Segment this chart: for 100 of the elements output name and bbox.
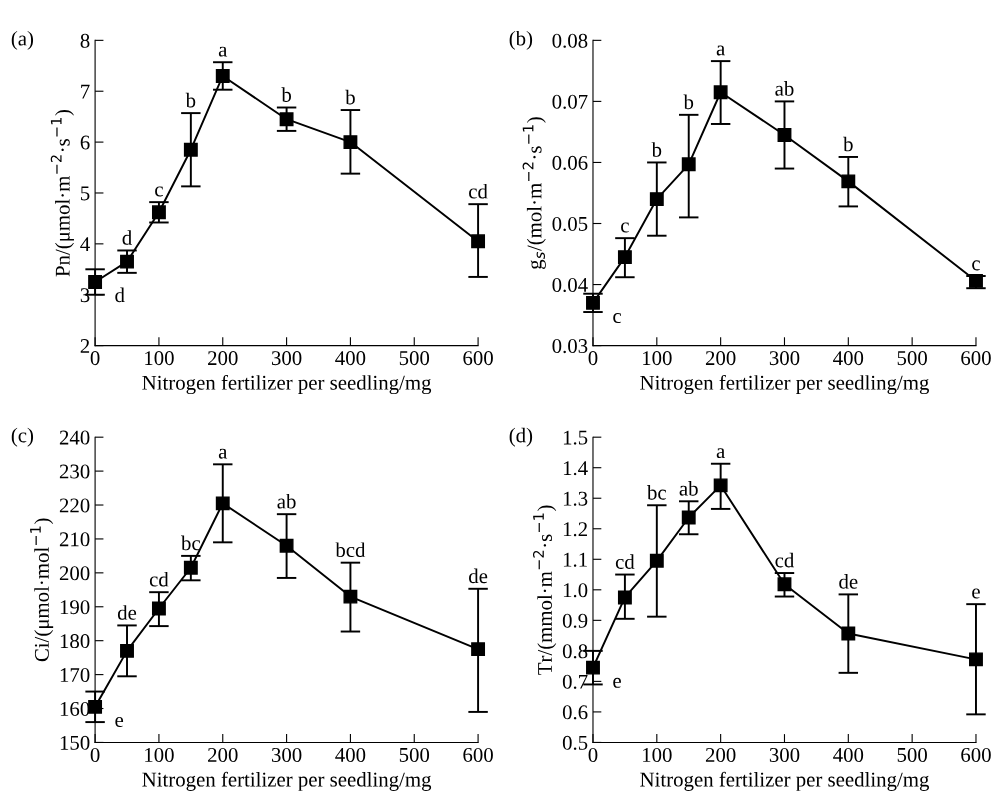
x-tick-label: 600 <box>463 351 493 366</box>
point <box>713 478 728 493</box>
point <box>343 589 358 604</box>
x-tick-label: 200 <box>705 747 736 762</box>
point <box>183 560 198 575</box>
point <box>120 254 134 269</box>
x-tick-label: 600 <box>961 747 991 762</box>
point <box>649 192 664 207</box>
x-tick-label: 500 <box>399 351 430 366</box>
annotation: ab <box>775 81 794 96</box>
x-tick-label: 200 <box>208 351 238 366</box>
point <box>279 112 294 127</box>
annotation: b <box>185 92 196 108</box>
point <box>681 157 696 172</box>
x-tick-label: 600 <box>961 351 991 366</box>
point <box>841 174 856 189</box>
y-tick-label: 150 <box>60 735 90 750</box>
annotation: cd <box>775 552 795 568</box>
x-tick-label: 0 <box>90 747 100 762</box>
y-tick-label: 200 <box>59 566 90 581</box>
x-tick-label: 400 <box>335 747 366 762</box>
annotation: d <box>115 287 125 303</box>
y-tick-label: 180 <box>60 634 90 649</box>
x-tick-label: 100 <box>643 351 672 366</box>
x-tick-label: 300 <box>769 351 800 366</box>
annotation: a <box>716 448 725 459</box>
x-axis-title: Nitrogen fertilizer per seedling/mg <box>142 771 432 791</box>
y-axis-title: Tr/(mmol·m$^{−2}$·s$^{−1}$) <box>532 505 557 675</box>
y-tick-label: 170 <box>60 667 90 683</box>
annotation: de <box>469 568 488 584</box>
point <box>215 69 230 83</box>
y-tick-label: 0.03 <box>552 338 588 354</box>
x-axis-title: Nitrogen fertilizer per seedling/mg <box>640 771 929 791</box>
y-tick-label: 220 <box>59 498 90 513</box>
y-tick-label: 5 <box>81 186 90 201</box>
point <box>471 234 486 249</box>
y-tick-label: 210 <box>59 532 90 547</box>
x-axis-title: Nitrogen fertilizer per seedling/mg <box>142 374 432 395</box>
point <box>777 128 792 142</box>
y-tick-label: 0.5 <box>562 735 588 750</box>
point <box>279 538 294 553</box>
annotation: e <box>115 717 124 728</box>
point <box>777 577 792 592</box>
point <box>841 626 856 641</box>
annotation: a <box>716 45 725 56</box>
annotation: bc <box>181 535 201 551</box>
x-tick-label: 400 <box>833 747 864 762</box>
y-tick-label: 0.04 <box>552 277 588 293</box>
annotation: bcd <box>335 542 366 558</box>
point <box>151 601 166 616</box>
annotation: e <box>972 588 980 599</box>
annotation: a <box>218 448 228 459</box>
y-tick-label: 0.05 <box>552 216 588 232</box>
point <box>183 142 198 157</box>
x-tick-label: 600 <box>463 747 493 762</box>
x-tick-label: 0 <box>90 351 100 366</box>
y-tick-label: 1.0 <box>563 583 588 598</box>
y-tick-label: 2 <box>80 339 90 353</box>
y-axis-title: Pn/(μmol·m$^{−2}$·s$^{−1}$) <box>50 109 74 277</box>
y-tick-label: 4 <box>80 237 90 252</box>
point <box>681 510 696 525</box>
chart-title: (b) <box>509 30 533 50</box>
x-tick-label: 500 <box>897 351 927 366</box>
point <box>471 642 486 657</box>
annotation: c <box>972 260 980 271</box>
x-tick-label: 100 <box>145 747 174 762</box>
y-tick-label: 6 <box>80 135 90 150</box>
annotation: de <box>839 574 858 589</box>
x-tick-label: 300 <box>271 747 302 762</box>
point <box>969 273 983 288</box>
y-tick-label: 230 <box>59 464 90 479</box>
y-tick-label: 190 <box>60 600 90 615</box>
point <box>649 553 664 568</box>
point <box>586 660 600 675</box>
x-tick-label: 200 <box>705 351 736 366</box>
y-tick-label: 0.08 <box>552 33 588 48</box>
y-tick-label: 1.4 <box>563 461 588 476</box>
annotation: c <box>155 186 163 197</box>
annotation: ab <box>679 481 698 496</box>
x-tick-label: 200 <box>208 747 238 762</box>
annotation: b <box>345 89 355 105</box>
point <box>617 590 632 605</box>
x-tick-label: 500 <box>399 747 430 762</box>
y-tick-label: 0.06 <box>552 155 588 170</box>
annotation: ab <box>277 493 296 509</box>
y-tick-label: 1.5 <box>563 430 588 445</box>
annotation: e <box>613 677 621 688</box>
annotation: b <box>683 94 694 110</box>
annotation: cd <box>469 183 488 199</box>
x-tick-label: 100 <box>643 747 672 762</box>
annotation: cd <box>615 554 635 569</box>
y-tick-label: 240 <box>59 430 90 445</box>
y-tick-label: 0.6 <box>562 705 588 720</box>
annotation: a <box>218 46 228 57</box>
x-tick-label: 100 <box>145 351 174 366</box>
x-tick-label: 300 <box>271 351 302 366</box>
y-tick-label: 3 <box>80 288 90 303</box>
point <box>969 652 983 667</box>
annotation: c <box>613 313 622 324</box>
annotation: de <box>117 605 137 620</box>
